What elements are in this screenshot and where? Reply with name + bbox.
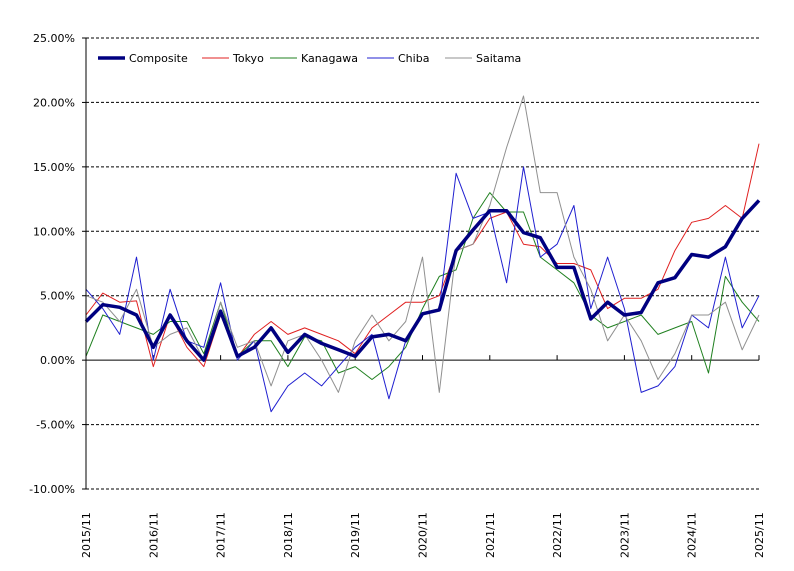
y-tick-label: -5.00% — [36, 419, 75, 432]
y-tick-label: 25.00% — [33, 32, 75, 45]
legend-label-saitama: Saitama — [476, 52, 521, 65]
series-line-composite — [84, 199, 761, 362]
series-line-kanagawa — [85, 192, 760, 380]
x-tick-label: 2021/11 — [484, 512, 497, 558]
x-tick-label: 2022/11 — [551, 512, 564, 558]
x-tick-label: 2015/11 — [80, 512, 93, 558]
y-tick-label: 10.00% — [33, 225, 75, 238]
y-tick-label: 0.00% — [40, 354, 75, 367]
series-lines — [84, 95, 761, 413]
legend-label-tokyo: Tokyo — [232, 52, 264, 65]
x-tick-label: 2024/11 — [686, 512, 699, 558]
x-tick-label: 2019/11 — [349, 512, 362, 558]
series-line-tokyo — [85, 143, 760, 368]
y-axis-ticks: 25.00% 20.00% 15.00% 10.00% 5.00% 0.00% -5.00%… — [29, 32, 86, 496]
series-line-saitama — [85, 95, 760, 393]
x-axis-ticks: 2015/11 2016/11 2017/11 2018/11 2019/11 2020/… — [80, 355, 766, 558]
gridlines — [86, 37, 759, 490]
x-tick-label: 2025/11 — [753, 512, 766, 558]
x-tick-label: 2023/11 — [618, 512, 631, 558]
x-tick-label: 2020/11 — [417, 512, 430, 558]
y-tick-label: 15.00% — [33, 161, 75, 174]
legend-label-chiba: Chiba — [398, 52, 429, 65]
y-tick-label: 20.00% — [33, 96, 75, 109]
y-tick-label: -10.00% — [29, 483, 75, 496]
x-tick-label: 2016/11 — [147, 512, 160, 558]
legend: Composite Tokyo Kanagawa Chiba Saitama — [98, 52, 521, 65]
y-tick-label: 5.00% — [40, 290, 75, 303]
legend-label-kanagawa: Kanagawa — [301, 52, 358, 65]
x-tick-label: 2018/11 — [282, 512, 295, 558]
x-tick-label: 2017/11 — [215, 512, 228, 558]
legend-label-composite: Composite — [129, 52, 188, 65]
